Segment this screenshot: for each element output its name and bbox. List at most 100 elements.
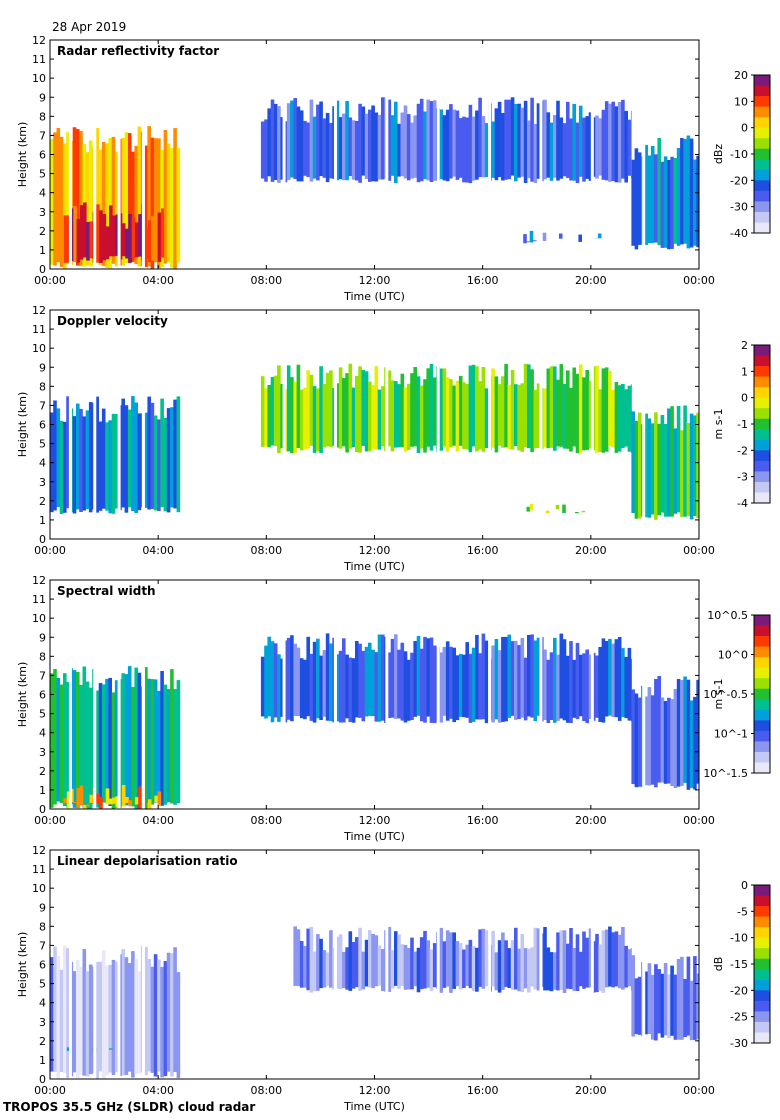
heatmap-cell [514,103,518,182]
heatmap-cell [329,643,333,722]
y-tick-label: 4 [39,457,46,470]
y-tick-label: 11 [32,53,46,66]
heatmap-cell [270,641,275,723]
heatmap-cell [598,389,602,452]
heatmap-cell [403,651,408,723]
heatmap-cell [296,929,301,987]
heatmap-cell [566,101,570,178]
colorbar-swatch [754,1000,770,1012]
y-tick-label: 5 [39,168,46,181]
panel-title: Radar reflectivity factor [57,44,219,58]
heatmap-cell [650,423,655,515]
x-tick-label: 00:00 [34,1084,66,1097]
heatmap-cell [338,117,343,180]
heatmap-cell [335,100,340,181]
colorbar-swatch [754,169,770,181]
heatmap-cell [617,637,622,721]
colorbar-swatch [754,85,770,97]
colorbar-swatch [754,667,770,679]
heatmap-cell [673,158,678,244]
colorbar-swatch [754,615,770,627]
heatmap-cell [124,957,129,1075]
data-gap [282,310,286,539]
heatmap-cell [157,419,161,511]
heatmap-cell [566,943,570,989]
heatmap-cell [504,636,508,722]
colorbar-tick-label: 2 [741,339,748,352]
x-tick-label: 00:00 [683,814,715,827]
heatmap-cell [72,416,77,514]
heatmap-cell [88,402,93,513]
heatmap-cell [394,634,398,719]
colorbar-swatch [754,979,770,991]
heatmap-cell [614,382,619,453]
y-tick-label: 8 [39,650,46,663]
heatmap-cell [50,957,54,1072]
heatmap-cell [351,387,356,447]
y-tick-label: 12 [32,574,46,587]
heatmap-cell [351,120,356,180]
heatmap-cell [150,137,155,269]
heatmap-cell [680,138,684,245]
heatmap-cell [543,388,547,448]
heatmap-cell [85,152,90,266]
colorbar-swatch [754,646,770,658]
heatmap-cell [582,117,586,182]
heatmap-cell [410,122,414,179]
heatmap-cell [342,378,346,447]
y-tick-label: 9 [39,91,46,104]
heatmap-cell [673,428,678,514]
heatmap-cell [105,143,109,268]
heatmap-cell [491,930,495,987]
heatmap-cell [154,227,158,260]
data-gap [590,40,594,269]
heatmap-cell [670,699,674,786]
heatmap-cell [452,385,456,446]
heatmap-cell [166,689,171,803]
heatmap-cell [290,635,294,722]
heatmap-cell [371,649,375,717]
heatmap-cell [309,653,314,721]
heatmap-cell [624,110,628,183]
heatmap-cell [329,122,333,179]
heatmap-cell [693,415,697,516]
heatmap-cell [597,233,602,239]
heatmap-cell [371,933,375,989]
colorbar-swatch [754,990,770,1002]
heatmap-cell [624,945,628,988]
heatmap-cell [676,679,681,787]
heatmap-cell [578,234,582,242]
cloud-feature [50,945,181,1079]
heatmap-cell [286,637,291,720]
heatmap-cell [176,148,181,263]
heatmap-cell [458,375,463,446]
heatmap-cell [526,241,531,243]
heatmap-cell [293,382,297,453]
heatmap-cell [368,930,372,988]
colorbar-tick-label: 10^0.5 [707,609,748,622]
heatmap-cell [50,139,54,265]
colorbar-tick-label: 10^-1.5 [703,767,748,780]
heatmap-cells [50,97,700,269]
heatmap-cell [680,956,684,1040]
heatmap-cell [630,947,632,991]
heatmap-cell [523,948,528,989]
heatmap-cell [542,232,547,241]
heatmap-cell [124,674,129,806]
heatmap-cell [101,142,106,266]
heatmap-cell [134,959,138,1074]
heatmap-cell [546,112,551,178]
heatmap-cell [439,109,443,180]
heatmap-cell [101,950,106,1079]
heatmap-cell [660,415,665,513]
heatmap-cell [157,138,161,268]
heatmap-cell [303,120,307,176]
heatmap-cell [663,424,668,517]
heatmap-cell [416,947,421,993]
heatmap-cell [66,681,70,808]
colorbar-tick-label: -5 [737,905,748,918]
heatmap-cell [630,658,632,722]
heatmap-cell [523,234,527,244]
heatmap-cell [273,375,278,446]
heatmap-cell [413,367,417,447]
